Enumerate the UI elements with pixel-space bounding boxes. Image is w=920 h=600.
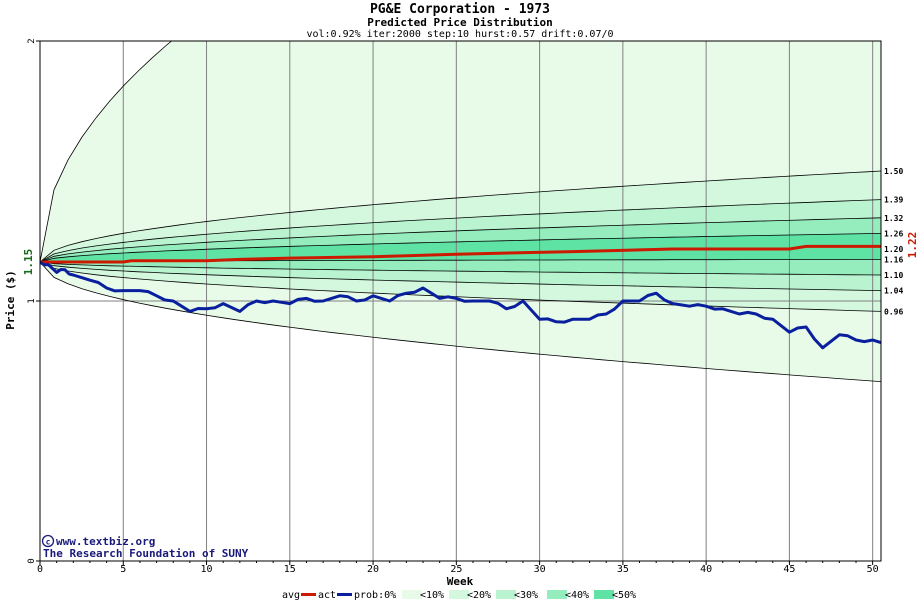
right-price-label: 1.26 [884,229,903,238]
legend-prob-label: prob:0% [354,590,396,600]
x-tick-label: 45 [783,564,795,575]
legend-act-swatch [337,593,352,596]
legend-band40-label: <40% [565,590,589,600]
x-axis-label: Week [447,575,474,588]
legend-band10-label: <10% [420,590,444,600]
probability-bands [40,41,881,382]
right-price-label: 0.96 [884,307,903,316]
legend: avg act prob:0% <10% <20% <30% <40% <50% [282,590,636,600]
series [40,244,881,350]
right-price-label: 1.39 [884,196,903,205]
right-price-label: 1.10 [884,271,903,280]
legend-band10-swatch [402,590,422,599]
chart-params: vol:0.92% iter:2000 step:10 hurst:0.57 d… [306,29,613,40]
axes: 0 5 10 15 20 25 30 35 40 45 50 0 1 2 1.50 1.39 1.32 1.26 1… [27,38,903,575]
right-price-label: 1.32 [884,214,903,223]
right-price-label: 1.50 [884,167,903,176]
y-tick-label: 1 [27,298,37,303]
y-tick-label: 2 [27,38,37,43]
legend-avg-label: avg [282,590,300,600]
legend-band50-swatch [594,590,614,599]
band-50-percent [40,233,881,262]
legend-band30-swatch [496,590,516,599]
legend-act-label: act [318,590,336,600]
x-tick-label: 50 [867,564,879,575]
band-lower-line [40,261,881,382]
y-tick-label: 0 [27,558,37,563]
x-tick-label: 10 [201,564,213,575]
band-upper-line [40,199,881,263]
x-tick-label: 30 [534,564,546,575]
band-lower-line [40,261,881,291]
x-tick-label: 5 [120,564,126,575]
chart-subtitle: Predicted Price Distribution [367,16,552,29]
watermark-url: www.textbiz.org [56,535,155,548]
y-axis-label: Price ($) [4,270,17,330]
right-price-label: 1.04 [884,287,903,296]
band-upper-line [40,170,881,263]
legend-band40-swatch [547,590,567,599]
end-price-label: 1.22 [906,232,919,259]
start-price-label: 1.15 [22,249,35,276]
x-tick-label: 25 [450,564,462,575]
watermark-org: The Research Foundation of SUNY [43,547,249,560]
band-upper-line [40,233,881,263]
x-tick-label: 35 [617,564,629,575]
legend-band30-label: <30% [514,590,538,600]
copyright-icon [41,534,55,548]
chart-title: PG&E Corporation - 1973 [370,2,550,17]
copyright-icon-letter: c [46,538,51,547]
watermark: c www.textbiz.org The Research Foundatio… [41,534,249,560]
act-line [40,260,881,350]
x-tick-label: 15 [284,564,296,575]
x-tick-label: 40 [700,564,712,575]
band-lower-line [40,261,881,276]
right-price-label: 1.20 [884,245,903,254]
legend-band20-label: <20% [467,590,491,600]
right-price-label: 1.16 [884,255,903,264]
x-tick-label: 0 [37,564,43,575]
legend-band50-label: <50% [612,590,636,600]
legend-avg-swatch [301,593,316,596]
avg-line [40,244,881,264]
x-tick-label: 20 [367,564,379,575]
legend-band20-swatch [449,590,469,599]
band-lower-line [40,261,881,312]
band-upper-line [40,217,881,263]
